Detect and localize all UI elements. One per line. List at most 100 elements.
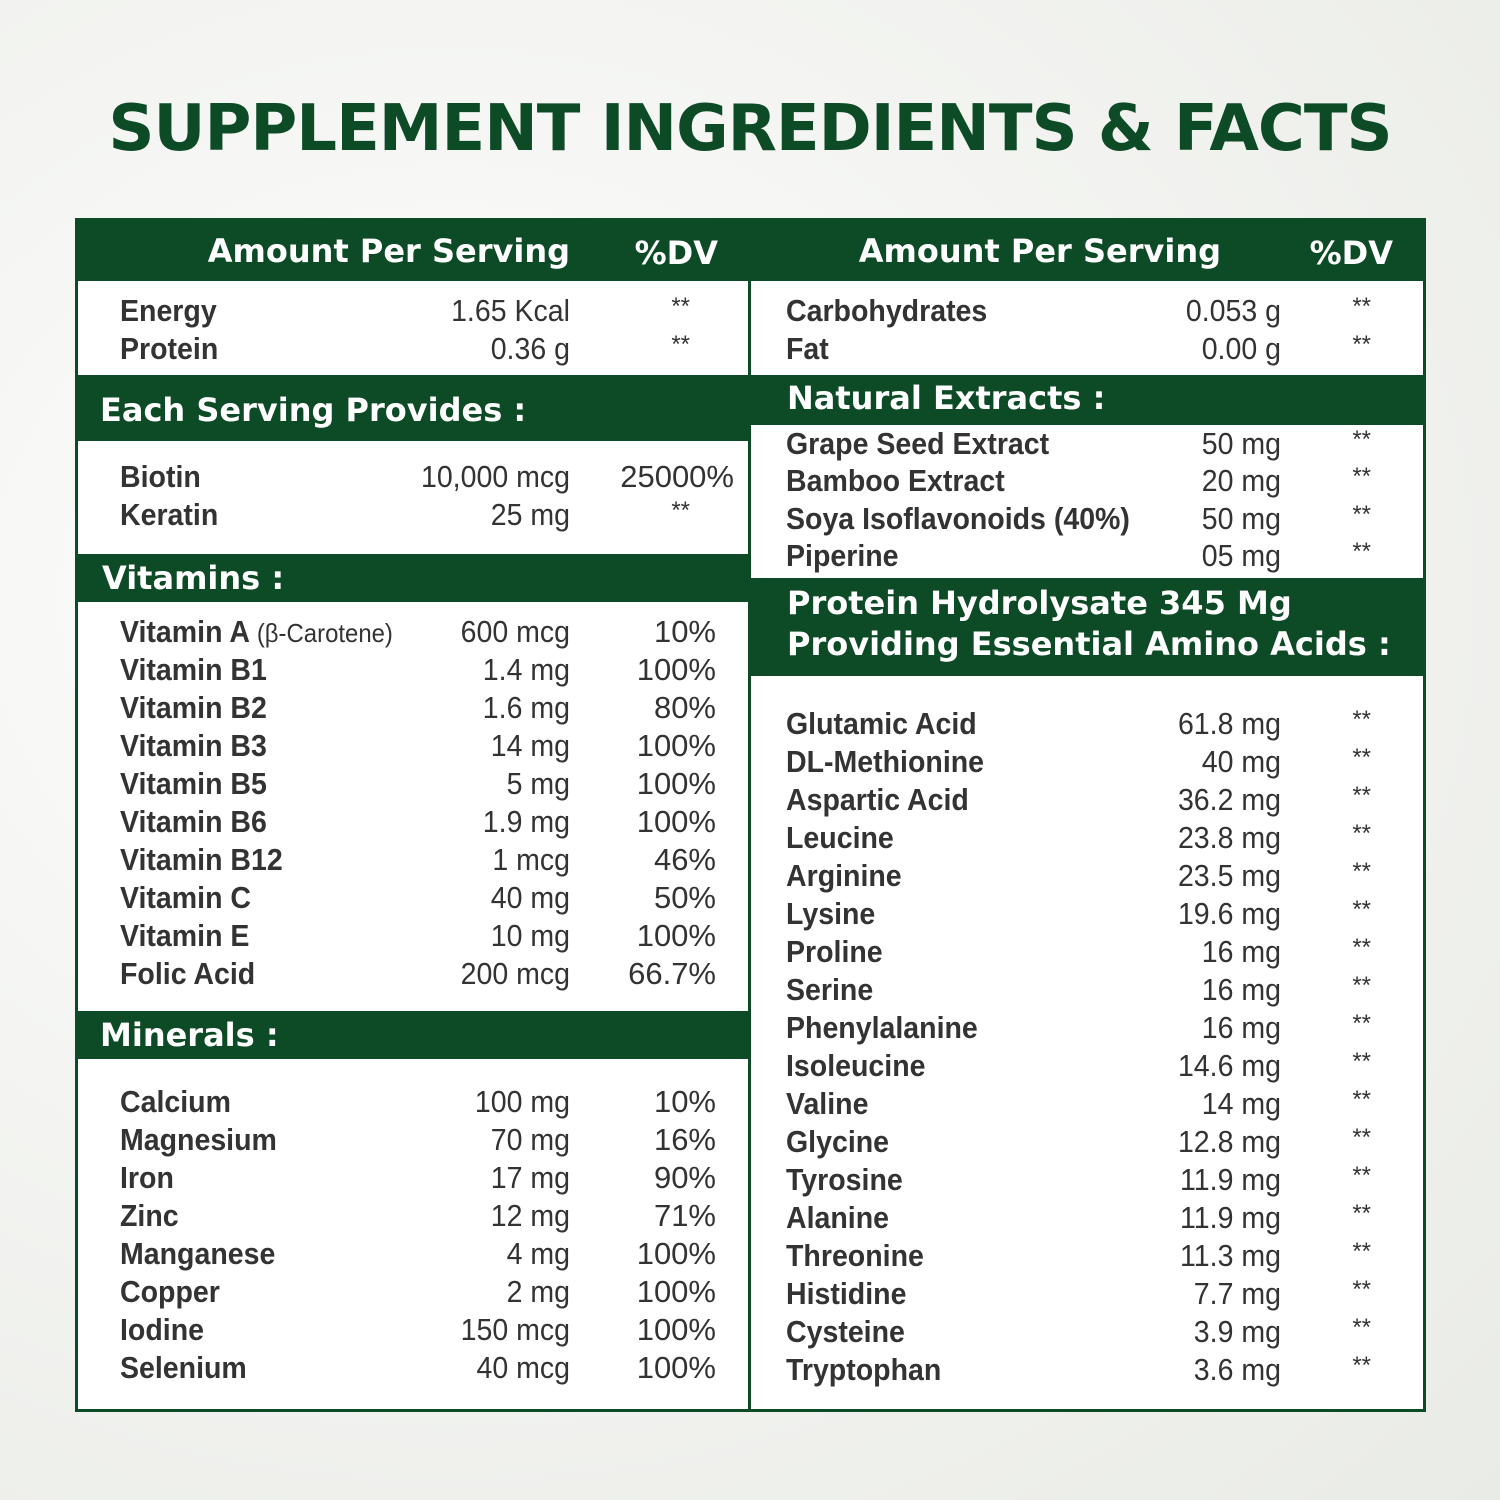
nutrient-name: Iron xyxy=(120,1160,174,1195)
nutrient-dv: ** xyxy=(671,293,690,320)
nutrient-dv: ** xyxy=(1352,1238,1371,1265)
nutrient-name: Phenylalanine xyxy=(786,1010,978,1045)
nutrient-amount: 50 mg xyxy=(1201,426,1281,461)
nutrient-amount: 25 mg xyxy=(490,497,570,532)
nutrient-name: Alanine xyxy=(786,1200,890,1235)
nutrient-amount: 10,000 mcg xyxy=(420,459,570,494)
amino-acid-row: Leucine 23.8 mg ** xyxy=(751,820,1423,858)
nutrient-dv: 100% xyxy=(636,1274,716,1309)
amino-acid-row: Lysine 19.6 mg ** xyxy=(751,896,1423,934)
nutrient-note: (β-Carotene) xyxy=(256,618,393,648)
nutrient-dv: ** xyxy=(1352,896,1371,923)
amino-acid-row: Phenylalanine 16 mg ** xyxy=(751,1010,1423,1048)
nutrient-name: Soya Isoflavonoids (40%) xyxy=(786,501,1130,536)
nutrient-row: Piperine 05 mg ** xyxy=(751,538,1423,576)
nutrient-dv: ** xyxy=(1352,463,1371,490)
nutrient-dv: ** xyxy=(1352,820,1371,847)
nutrient-dv: ** xyxy=(671,497,690,524)
dv-header: %DV xyxy=(1309,234,1393,272)
nutrient-dv: ** xyxy=(1352,1314,1371,1341)
vitamins-band: Vitamins : xyxy=(78,554,748,602)
nutrient-dv: ** xyxy=(1352,934,1371,961)
nutrient-row: Vitamin B6 1.9 mg 100% xyxy=(78,804,748,842)
nutrient-row: Bamboo Extract 20 mg ** xyxy=(751,463,1423,501)
nutrient-dv: 46% xyxy=(653,842,716,877)
nutrient-name: Valine xyxy=(786,1086,869,1121)
nutrient-amount: 1.4 mg xyxy=(482,652,570,687)
nutrient-amount: 1.9 mg xyxy=(482,804,570,839)
nutrient-row: Vitamin B2 1.6 mg 80% xyxy=(78,690,748,728)
each-serving-band: Each Serving Provides : xyxy=(78,375,748,441)
nutrient-name: Iodine xyxy=(120,1312,204,1347)
nutrient-amount: 1.6 mg xyxy=(482,690,570,725)
nutrient-dv: ** xyxy=(1352,744,1371,771)
nutrient-dv: ** xyxy=(1352,972,1371,999)
nutrient-amount: 10 mg xyxy=(490,918,570,953)
nutrient-name: Vitamin A (β-Carotene) xyxy=(120,614,393,649)
nutrient-row: Energy 1.65 Kcal ** xyxy=(78,293,748,331)
nutrient-name: Glutamic Acid xyxy=(786,706,977,741)
nutrient-dv: ** xyxy=(1352,293,1371,320)
amino-acid-row: Cysteine 3.9 mg ** xyxy=(751,1314,1423,1352)
nutrient-amount: 5 mg xyxy=(506,766,570,801)
nutrient-dv: ** xyxy=(1352,782,1371,809)
amino-heading-line1: Protein Hydrolysate 345 Mg xyxy=(787,584,1292,622)
nutrient-amount: 0.36 g xyxy=(490,331,570,366)
nutrient-amount: 14 mg xyxy=(490,728,570,763)
nutrient-amount: 14.6 mg xyxy=(1177,1048,1281,1083)
nutrient-dv: 100% xyxy=(636,918,716,953)
nutrient-amount: 7.7 mg xyxy=(1193,1276,1281,1311)
nutrient-name: Bamboo Extract xyxy=(786,463,1005,498)
left-facts-panel: Amount Per Serving %DV Energy 1.65 Kcal … xyxy=(75,218,751,1412)
nutrient-name: Leucine xyxy=(786,820,894,855)
nutrient-row: Zinc 12 mg 71% xyxy=(78,1198,748,1236)
nutrient-dv: ** xyxy=(1352,858,1371,885)
nutrient-row: Magnesium 70 mg 16% xyxy=(78,1122,748,1160)
page-title: SUPPLEMENT INGREDIENTS & FACTS xyxy=(108,92,1392,166)
nutrient-row: Vitamin B12 1 mcg 46% xyxy=(78,842,748,880)
nutrient-amount: 16 mg xyxy=(1201,934,1281,969)
nutrient-amount: 4 mg xyxy=(506,1236,570,1271)
nutrient-name: Vitamin B5 xyxy=(120,766,267,801)
nutrient-dv: 66.7% xyxy=(628,956,716,991)
nutrient-amount: 11.9 mg xyxy=(1180,1162,1281,1197)
nutrient-name: Vitamin B3 xyxy=(120,728,267,763)
nutrient-name: Folic Acid xyxy=(120,956,256,991)
nutrient-row: Vitamin A (β-Carotene) 600 mcg 10% xyxy=(78,614,748,652)
nutrient-row: Folic Acid 200 mcg 66.7% xyxy=(78,956,748,994)
nutrient-name: Arginine xyxy=(786,858,902,893)
nutrient-name: Tyrosine xyxy=(786,1162,903,1197)
nutrient-dv: 16% xyxy=(653,1122,716,1157)
nutrient-row: Carbohydrates 0.053 g ** xyxy=(751,293,1423,331)
nutrient-dv: ** xyxy=(1352,501,1371,528)
natural-extracts-heading: Natural Extracts : xyxy=(787,379,1106,417)
amino-acid-row: Alanine 11.9 mg ** xyxy=(751,1200,1423,1238)
nutrient-amount: 40 mcg xyxy=(476,1350,570,1385)
nutrient-dv: ** xyxy=(1352,1086,1371,1113)
nutrient-dv: ** xyxy=(671,331,690,358)
nutrient-amount: 50 mg xyxy=(1201,501,1281,536)
nutrient-row: Iron 17 mg 90% xyxy=(78,1160,748,1198)
amino-acid-row: DL-Methionine 40 mg ** xyxy=(751,744,1423,782)
nutrient-name: Vitamin E xyxy=(120,918,250,953)
nutrient-dv: 50% xyxy=(653,880,716,915)
nutrient-name: Keratin xyxy=(120,497,219,532)
nutrient-name: Biotin xyxy=(120,459,201,494)
nutrient-row: Vitamin B5 5 mg 100% xyxy=(78,766,748,804)
minerals-band: Minerals : xyxy=(78,1011,748,1059)
nutrient-row: Vitamin B3 14 mg 100% xyxy=(78,728,748,766)
nutrient-dv: 10% xyxy=(653,614,716,649)
nutrient-name: Fat xyxy=(786,331,829,366)
nutrient-dv: ** xyxy=(1352,331,1371,358)
nutrient-amount: 1 mcg xyxy=(492,842,570,877)
nutrient-amount: 1.65 Kcal xyxy=(451,293,570,328)
nutrient-name: Lysine xyxy=(786,896,876,931)
nutrient-name: Zinc xyxy=(120,1198,179,1233)
nutrient-name: Selenium xyxy=(120,1350,247,1385)
nutrient-dv: 25000% xyxy=(620,459,734,494)
nutrient-name: Glycine xyxy=(786,1124,890,1159)
nutrient-row: Keratin 25 mg ** xyxy=(78,497,748,535)
nutrient-amount: 23.5 mg xyxy=(1177,858,1281,893)
nutrient-amount: 17 mg xyxy=(490,1160,570,1195)
nutrient-dv: 100% xyxy=(636,652,716,687)
